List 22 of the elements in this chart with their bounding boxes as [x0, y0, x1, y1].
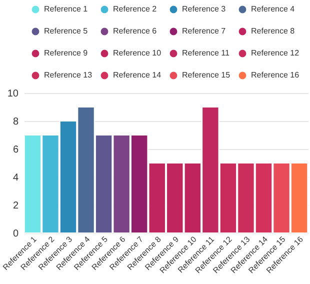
legend-label: Reference 4 [251, 4, 296, 14]
legend-label: Reference 15 [182, 70, 231, 80]
legend-label: Reference 16 [251, 70, 300, 80]
legend-label: Reference 8 [251, 26, 296, 36]
y-tick-label: 6 [12, 144, 19, 156]
legend-label: Reference 7 [182, 26, 226, 36]
legend-label: Reference 3 [182, 4, 226, 14]
legend-label: Reference 13 [44, 70, 93, 80]
legend-label: Reference 10 [113, 48, 162, 58]
legend-label: Reference 5 [44, 26, 88, 36]
y-tick-label: 0 [12, 228, 19, 240]
legend-label: Reference 1 [44, 4, 88, 14]
legend-label: Reference 6 [113, 26, 158, 36]
legend-label: Reference 14 [113, 70, 162, 80]
legend-label: Reference 11 [182, 48, 230, 58]
y-tick-label: 2 [12, 200, 19, 212]
y-tick-label: 10 [7, 88, 19, 100]
legend-label: Reference 12 [251, 48, 300, 58]
legend-label: Reference 2 [113, 4, 158, 14]
legend-label: Reference 9 [44, 48, 88, 58]
y-tick-label: 4 [12, 172, 19, 184]
y-tick-label: 8 [12, 116, 19, 128]
